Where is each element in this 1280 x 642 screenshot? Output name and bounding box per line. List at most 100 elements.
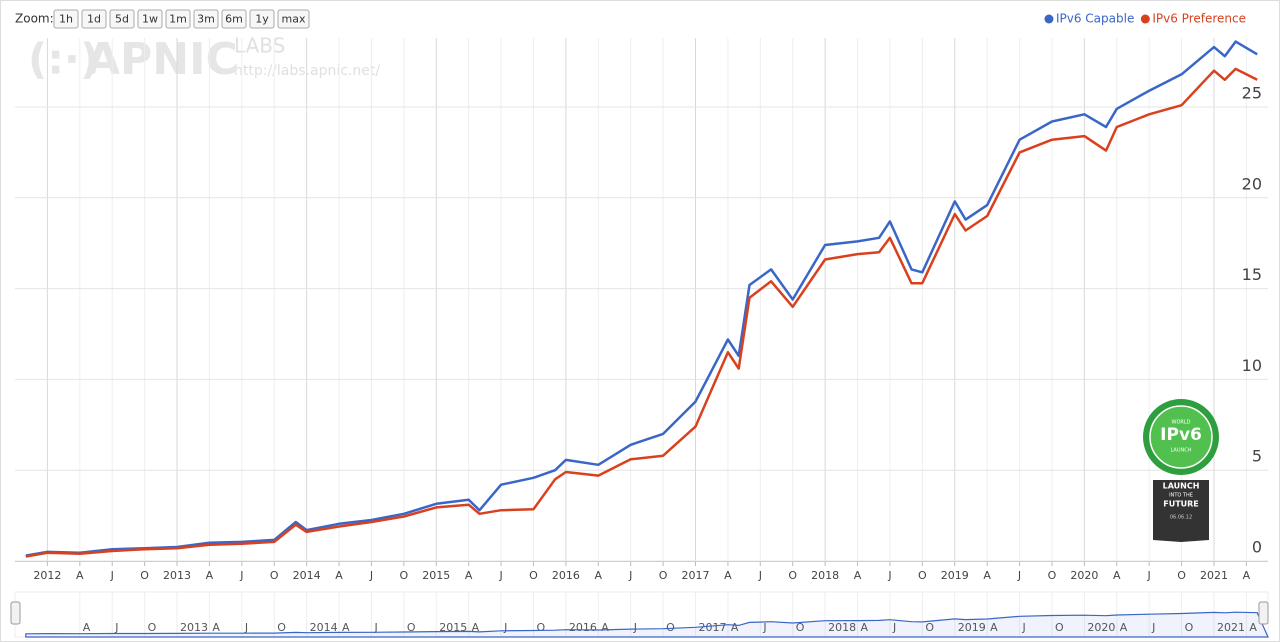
x-tick-label: 2019 xyxy=(941,569,969,582)
badge-date: 06.06.12 xyxy=(1170,515,1192,521)
x-tick-label: J xyxy=(887,569,891,582)
navigator-tick-label: 2020 xyxy=(1087,621,1115,634)
zoom-button[interactable] xyxy=(249,9,275,29)
x-tick-label: J xyxy=(369,569,373,582)
series-line xyxy=(25,67,1258,558)
x-tick-label: O xyxy=(788,569,797,582)
navigator-tick-label: J xyxy=(373,621,377,634)
x-tick-label: A xyxy=(854,569,862,582)
navigator-tick-label: 2016 xyxy=(569,621,597,634)
zoom-button-label[interactable]: 5d xyxy=(115,13,129,26)
navigator-tick-label: 2015 xyxy=(439,621,467,634)
navigator-tick-label: A xyxy=(1120,621,1128,634)
zoom-button[interactable] xyxy=(165,9,191,29)
navigator-tick-label: J xyxy=(503,621,507,634)
x-tick-label: 2012 xyxy=(33,569,61,582)
y-tick-label: 20 xyxy=(1242,174,1262,193)
navigator-tick-label: A xyxy=(472,621,480,634)
badge-inner xyxy=(1149,405,1213,469)
navigator-tick-label: A xyxy=(342,621,350,634)
lines xyxy=(25,40,1258,558)
x-tick-label: O xyxy=(400,569,409,582)
zoom-button-label[interactable]: 6m xyxy=(225,13,243,26)
navigator-tick-label: 2013 xyxy=(180,621,208,634)
navigator-tick-label: O xyxy=(1185,621,1194,634)
zoom-button-label[interactable]: 1h xyxy=(59,13,73,26)
badge-bottom: LAUNCH xyxy=(1171,448,1192,454)
badge-top: WORLD xyxy=(1172,420,1191,426)
zoom-button-label[interactable]: 1y xyxy=(255,13,269,26)
zoom-button[interactable] xyxy=(277,9,310,29)
legend-swatch xyxy=(1140,14,1150,24)
grid: 2012 A J O 2013 A J O 2014 A J O 2015 A J O 2016 A J O 2017 A… xyxy=(15,38,1268,582)
badge-slogan: LAUNCH xyxy=(1163,482,1200,491)
navigator-tick-label: O xyxy=(536,621,545,634)
navigator-tick-label: J xyxy=(1151,621,1155,634)
navigator-tick-label: A xyxy=(601,621,609,634)
zoom-button-label[interactable]: 1m xyxy=(169,13,187,26)
zoom-button-label[interactable]: max xyxy=(282,13,306,26)
navigator-tick-label: J xyxy=(762,621,766,634)
navigator-tick-label: J xyxy=(1022,621,1026,634)
navigator-tick-label: O xyxy=(925,621,934,634)
zoom-button-label[interactable]: 1d xyxy=(87,13,101,26)
x-tick-label: 2021 xyxy=(1200,569,1228,582)
badge-name: IPv6 xyxy=(1160,425,1202,445)
x-tick-label: 2018 xyxy=(811,569,839,582)
navigator-tick-label: O xyxy=(148,621,157,634)
x-tick-label: J xyxy=(498,569,502,582)
legend: IPv6 Preference IPv6 Capable xyxy=(1044,12,1246,26)
x-tick-label: O xyxy=(918,569,927,582)
zoom-button[interactable] xyxy=(53,9,79,29)
legend-label: IPv6 Preference xyxy=(1152,12,1246,26)
navigator: A J O 2013 A J O 2014 A J O 2015 A J O 2016 A J O 2017 A J O 20… xyxy=(10,591,1269,638)
legend-label: IPv6 Capable xyxy=(1056,12,1134,26)
navigator-handle[interactable] xyxy=(1258,601,1269,625)
x-tick-label: 2020 xyxy=(1070,569,1098,582)
legend-swatch xyxy=(1044,14,1054,24)
zoom-button[interactable] xyxy=(81,9,107,29)
x-tick-label: O xyxy=(1177,569,1186,582)
x-tick-label: A xyxy=(206,569,214,582)
x-tick-label: A xyxy=(335,569,343,582)
zoom-button-label[interactable]: 1w xyxy=(142,13,158,26)
navigator-handle[interactable] xyxy=(10,601,21,625)
navigator-tick-label: O xyxy=(277,621,286,634)
x-tick-label: J xyxy=(628,569,632,582)
navigator-tick-label: 2017 xyxy=(699,621,727,634)
zoom-button[interactable] xyxy=(193,9,219,29)
navigator-tick-label: A xyxy=(990,621,998,634)
x-tick-label: J xyxy=(758,569,762,582)
zoom-button[interactable] xyxy=(109,9,135,29)
x-tick-label: A xyxy=(595,569,603,582)
x-tick-label: J xyxy=(1017,569,1021,582)
x-tick-label: J xyxy=(110,569,114,582)
x-tick-label: 2014 xyxy=(293,569,321,582)
zoom-label: Zoom: xyxy=(15,12,54,26)
x-tick-label: 2013 xyxy=(163,569,191,582)
navigator-tick-label: O xyxy=(1055,621,1064,634)
x-tick-label: A xyxy=(1113,569,1121,582)
watermark-url: http://labs.apnic.net/ xyxy=(234,63,380,79)
ipv6-badge: WORLD IPv6 LAUNCH LAUNCH INTO THE FUTURE… xyxy=(1143,399,1219,542)
zoom-button-label[interactable]: 3m xyxy=(197,13,215,26)
navigator-tick-label: A xyxy=(1249,621,1257,634)
x-tick-label: O xyxy=(529,569,538,582)
navigator-tick-label: A xyxy=(731,621,739,634)
navigator-tick-label: J xyxy=(633,621,637,634)
badge-slogan: FUTURE xyxy=(1163,500,1199,509)
zoom-button[interactable] xyxy=(221,9,247,29)
x-tick-label: O xyxy=(659,569,668,582)
navigator-tick-label: A xyxy=(212,621,220,634)
watermark-brand: APNIC xyxy=(86,34,238,85)
x-tick-label: O xyxy=(270,569,279,582)
x-tick-label: A xyxy=(724,569,732,582)
watermark-suffix: LABS xyxy=(234,34,285,58)
navigator-tick-label: J xyxy=(892,621,896,634)
navigator-tick-label: 2018 xyxy=(828,621,856,634)
y-tick-label: 25 xyxy=(1242,84,1262,103)
zoom-button[interactable] xyxy=(137,9,163,29)
x-tick-label: 2016 xyxy=(552,569,580,582)
